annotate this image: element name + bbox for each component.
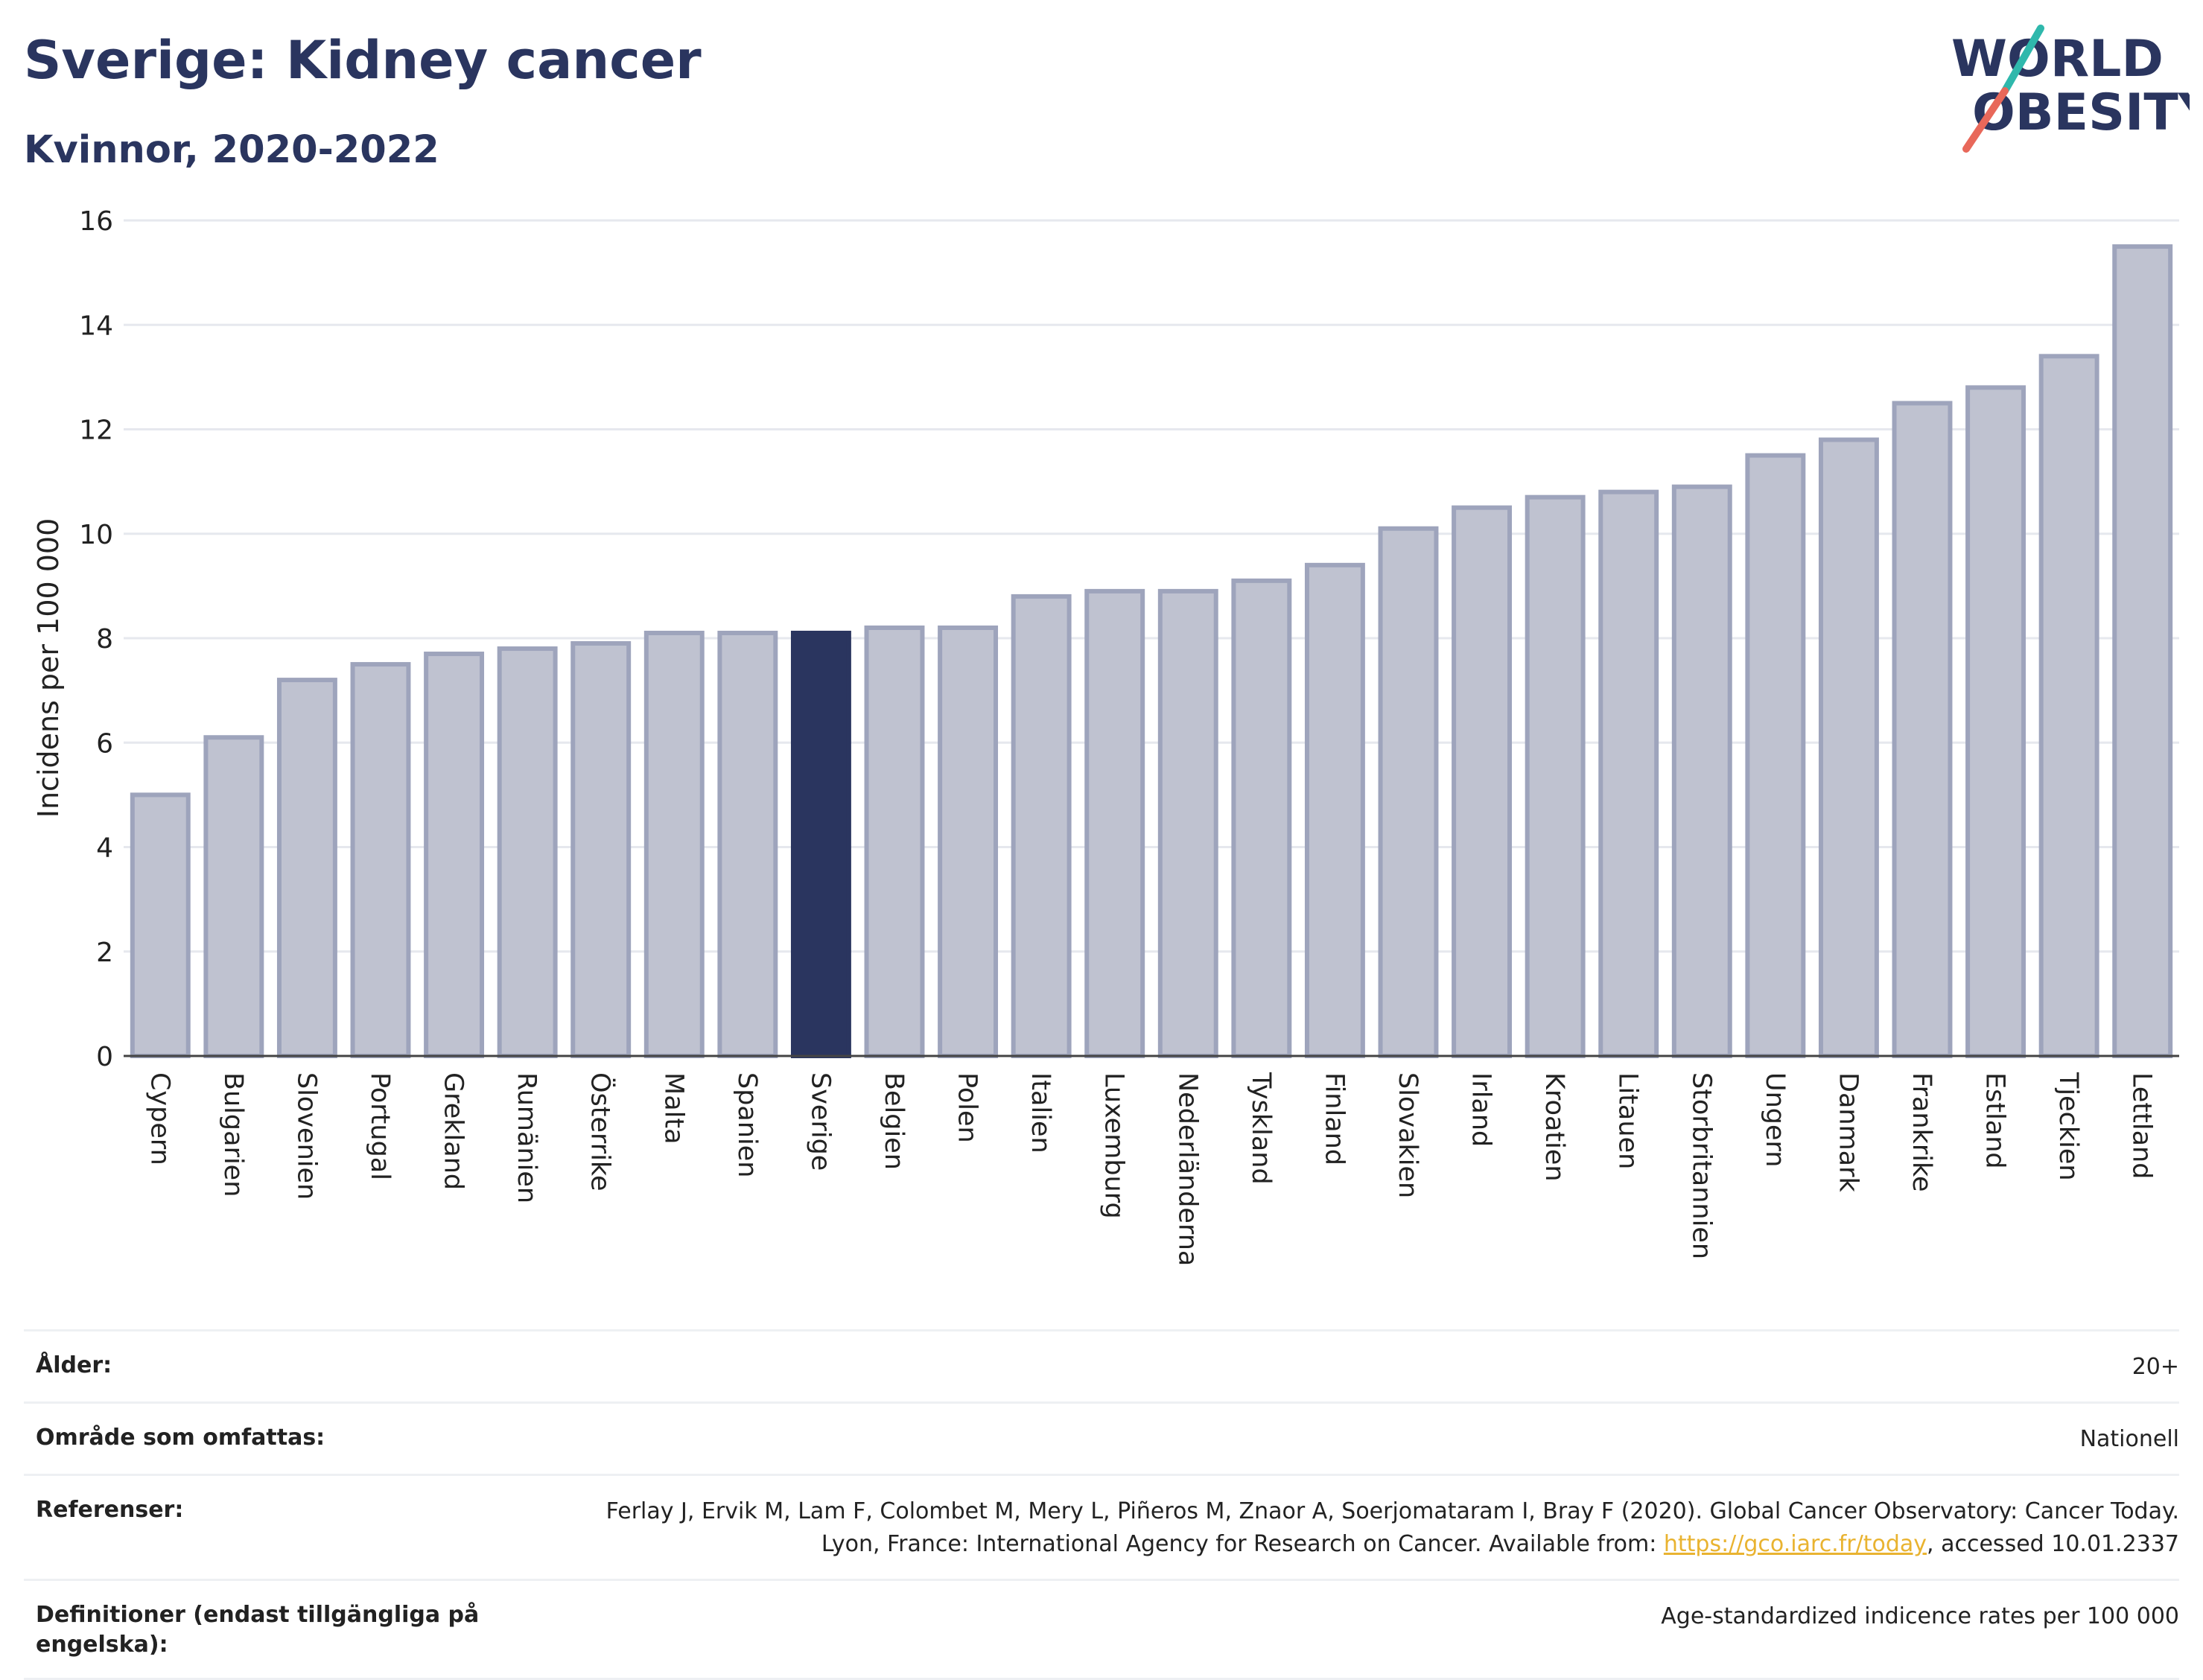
meta-row-area: Område som omfattas: Nationell — [24, 1401, 2179, 1474]
x-tick-label: Bulgarien — [218, 1072, 248, 1197]
x-tick-label: Slovenien — [291, 1072, 321, 1200]
y-tick-label: 4 — [96, 833, 113, 864]
x-tick-label: Litauen — [1613, 1072, 1643, 1169]
meta-age-value: 20+ — [2132, 1354, 2179, 1380]
x-tick-label: Nederländerna — [1172, 1072, 1202, 1266]
bar-highlight — [790, 630, 851, 1058]
metadata-table: Ålder: 20+ Område som omfattas: Nationel… — [24, 1329, 2179, 1680]
meta-def-label: Definitioner (endast tillgängliga på eng… — [36, 1602, 480, 1658]
meta-ref-link[interactable]: https://gco.iarc.fr/today — [1663, 1531, 1927, 1557]
x-tick-label: Rumänien — [512, 1072, 541, 1203]
meta-row-definitions: Definitioner (endast tillgängliga på eng… — [24, 1579, 2179, 1680]
x-tick-label: Cypern — [144, 1072, 174, 1165]
y-tick-label: 14 — [79, 311, 113, 341]
meta-ref-value: Ferlay J, Ervik M, Lam F, Colombet M, Me… — [556, 1495, 2179, 1561]
x-tick-label: Finland — [1319, 1072, 1349, 1165]
bar — [130, 792, 191, 1058]
x-tick-label: Kroatien — [1539, 1072, 1569, 1182]
logo-slash-coral — [1962, 87, 2009, 153]
y-tick-label: 10 — [79, 520, 113, 550]
meta-area-label: Område som omfattas: — [36, 1425, 325, 1451]
chart-subtitle: Kvinnor, 2020-2022 — [24, 128, 439, 172]
x-tick-label: Portugal — [365, 1072, 395, 1180]
y-tick-label: 2 — [96, 938, 113, 968]
logo-line2: OBESITY — [1972, 83, 2190, 142]
x-tick-label: Lettland — [2127, 1072, 2157, 1179]
bar — [1818, 437, 1879, 1058]
bar — [1084, 588, 1145, 1058]
x-tick-label: Irland — [1466, 1072, 1496, 1147]
y-axis-ticks: 0 2 4 6 8 10 12 14 16 — [79, 206, 113, 1072]
bar — [1965, 385, 2026, 1058]
y-tick-label: 16 — [79, 206, 113, 237]
bar — [938, 625, 999, 1058]
bar — [2038, 354, 2099, 1058]
bar — [643, 630, 705, 1058]
meta-row-references: Referenser: Ferlay J, Ervik M, Lam F, Co… — [24, 1474, 2179, 1579]
bar — [1525, 494, 1586, 1059]
bar — [1452, 505, 1513, 1058]
y-tick-label: 0 — [96, 1042, 113, 1072]
x-tick-label: Danmark — [1833, 1072, 1863, 1193]
bar — [1892, 401, 1953, 1058]
meta-ref-text-1: Ferlay J, Ervik M, Lam F, Colombet M, Me… — [605, 1498, 2179, 1557]
meta-ref-text-2: , accessed 10.01.2337 — [1927, 1531, 2179, 1557]
bar — [1671, 484, 1732, 1058]
meta-area-value: Nationell — [2079, 1426, 2179, 1452]
x-tick-label: Belgien — [879, 1072, 909, 1170]
bar — [276, 678, 337, 1058]
logo-line1: WORLD — [1951, 30, 2164, 89]
bar — [424, 652, 485, 1058]
x-tick-label: Ungern — [1760, 1072, 1790, 1168]
x-tick-label: Storbritannien — [1686, 1072, 1716, 1259]
bar — [1157, 588, 1218, 1058]
x-tick-label: Tyskland — [1246, 1072, 1276, 1185]
x-tick-label: Tjeckien — [2053, 1072, 2083, 1181]
y-tick-label: 12 — [79, 416, 113, 446]
x-tick-label: Malta — [658, 1072, 688, 1145]
bar-chart: 0 2 4 6 8 10 12 14 16 Cypern Bulgarien Slovenien Po… — [32, 206, 2179, 1266]
meta-age-label: Ålder: — [36, 1352, 112, 1378]
bar — [1598, 489, 1659, 1058]
bar — [1011, 594, 1072, 1058]
meta-def-value: Age-standardized indicence rates per 100… — [1661, 1603, 2179, 1629]
meta-row-age: Ålder: 20+ — [24, 1329, 2179, 1401]
bar — [203, 735, 264, 1058]
x-tick-label: Grekland — [439, 1072, 468, 1190]
x-axis-labels: Cypern Bulgarien Slovenien Portugal Grekland… — [144, 1072, 2156, 1266]
meta-ref-label: Referenser: — [36, 1497, 184, 1523]
y-tick-label: 6 — [96, 728, 113, 759]
x-tick-label: Luxemburg — [1099, 1072, 1129, 1219]
logo-slash-teal — [2001, 25, 2044, 95]
bar — [717, 630, 778, 1058]
bar — [570, 641, 632, 1058]
bar — [864, 625, 925, 1058]
bar — [1304, 562, 1365, 1058]
x-tick-label: Spanien — [732, 1072, 762, 1178]
bar — [1231, 578, 1292, 1058]
x-tick-label: Frankrike — [1907, 1072, 1936, 1192]
bars — [130, 244, 2173, 1059]
x-tick-label: Italien — [1026, 1072, 1055, 1154]
world-obesity-logo: WORLD OBESITY — [1951, 25, 2190, 153]
chart-title: Sverige: Kidney cancer — [24, 30, 702, 91]
x-tick-label: Österrike — [585, 1072, 617, 1191]
bar — [350, 662, 411, 1058]
bar — [2112, 244, 2173, 1058]
x-tick-label: Estland — [1980, 1072, 2010, 1169]
y-tick-label: 8 — [96, 624, 113, 655]
x-tick-label: Polen — [953, 1072, 982, 1143]
x-tick-label: Sverige — [805, 1072, 835, 1171]
x-tick-label: Slovakien — [1393, 1072, 1422, 1198]
y-axis-label: Incidens per 100 000 — [32, 518, 65, 818]
bar — [1745, 453, 1806, 1058]
bar — [497, 646, 558, 1058]
bar — [1378, 526, 1439, 1058]
